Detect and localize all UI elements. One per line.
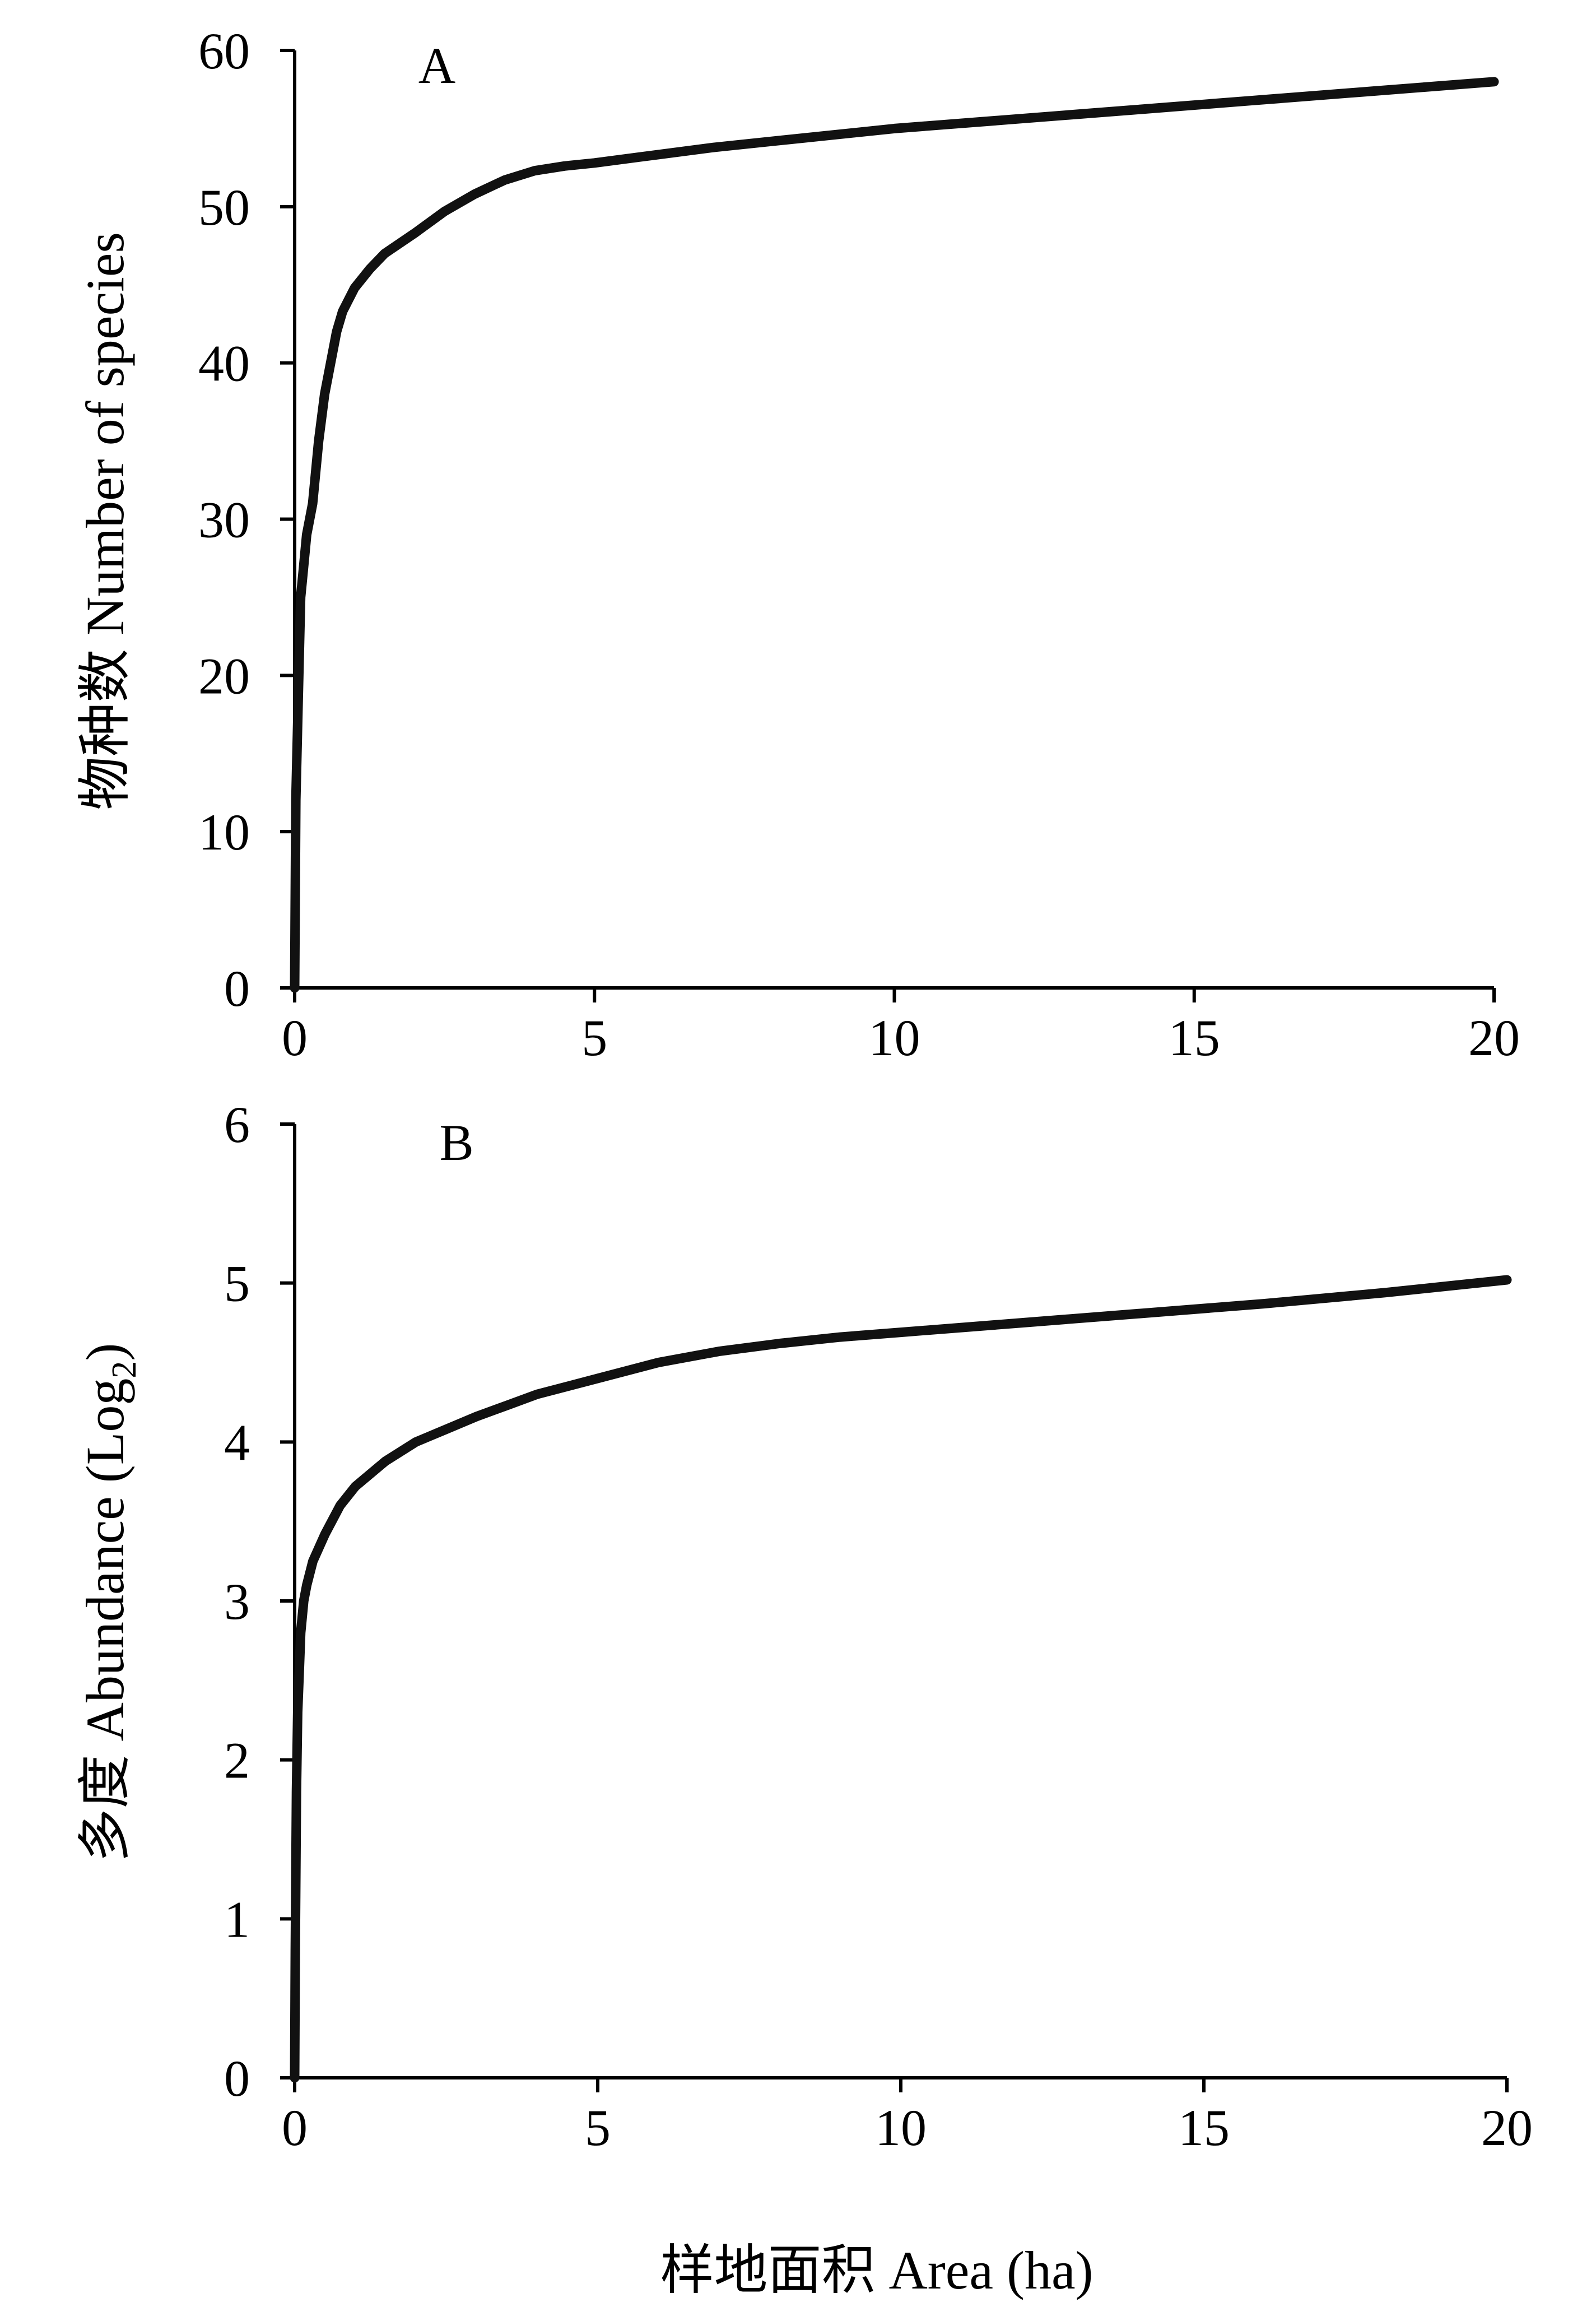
panel-b-y-tick-label: 4 xyxy=(224,1414,250,1471)
panel-a-chart: 0 10 20 30 40 50 60 0 5 10 15 20 A 物种数 Number of spec… xyxy=(75,22,1520,1066)
panel-b-y-tick-label: 5 xyxy=(224,1255,250,1312)
panel-a-y-tick-label: 40 xyxy=(198,335,250,392)
panel-a-x-tick-label: 0 xyxy=(282,1009,308,1066)
panel-b-y-tick-label: 1 xyxy=(224,1891,250,1948)
panel-a-label: A xyxy=(418,37,455,94)
panel-a-x-tick-label: 20 xyxy=(1468,1009,1520,1066)
panel-b-chart: 0 1 2 3 4 5 6 0 5 10 15 20 B 多度 Abundance (Log2) xyxy=(75,1096,1533,2156)
panel-a-y-tick-label: 0 xyxy=(224,960,250,1017)
panel-b-x-tick-label: 15 xyxy=(1178,2099,1230,2156)
panel-a-series-line xyxy=(290,77,1499,993)
panel-b-x-tick-label: 10 xyxy=(875,2099,927,2156)
panel-b-y-tick-label: 2 xyxy=(224,1732,250,1789)
panel-b-y-axis-title: 多度 Abundance (Log2) xyxy=(75,1343,143,1863)
panel-b-x-tick-label: 20 xyxy=(1481,2099,1533,2156)
panel-a-y-tick-label: 30 xyxy=(198,491,250,549)
panel-b-y-tick-label: 6 xyxy=(224,1096,250,1153)
panel-b-y-tick-label: 3 xyxy=(224,1573,250,1630)
panel-a-y-tick-label: 50 xyxy=(198,179,250,236)
panel-a-y-tick-label: 20 xyxy=(198,647,250,704)
panel-a-x-tick-label: 15 xyxy=(1169,1009,1220,1066)
panel-b-y-tick-label: 0 xyxy=(224,2050,250,2107)
panel-a-y-tick-label: 10 xyxy=(198,804,250,861)
panel-b-y-axis-title-end: ) xyxy=(75,1343,135,1361)
panel-b-y-axis-title-subscript: 2 xyxy=(105,1361,143,1378)
x-axis-title: 样地面积 Area (ha) xyxy=(660,2240,1093,2300)
panel-b-x-tick-label: 0 xyxy=(282,2099,308,2156)
panel-a-x-tick-label: 5 xyxy=(581,1009,607,1066)
panel-b-series-line xyxy=(290,1275,1512,2083)
panel-a-y-axis-title: 物种数 Number of species xyxy=(75,232,135,810)
panel-b-label: B xyxy=(439,1114,473,1171)
panel-a-x-tick-label: 10 xyxy=(869,1009,920,1066)
panel-b-x-tick-label: 5 xyxy=(585,2099,611,2156)
panel-a-y-tick-label: 60 xyxy=(198,22,250,80)
